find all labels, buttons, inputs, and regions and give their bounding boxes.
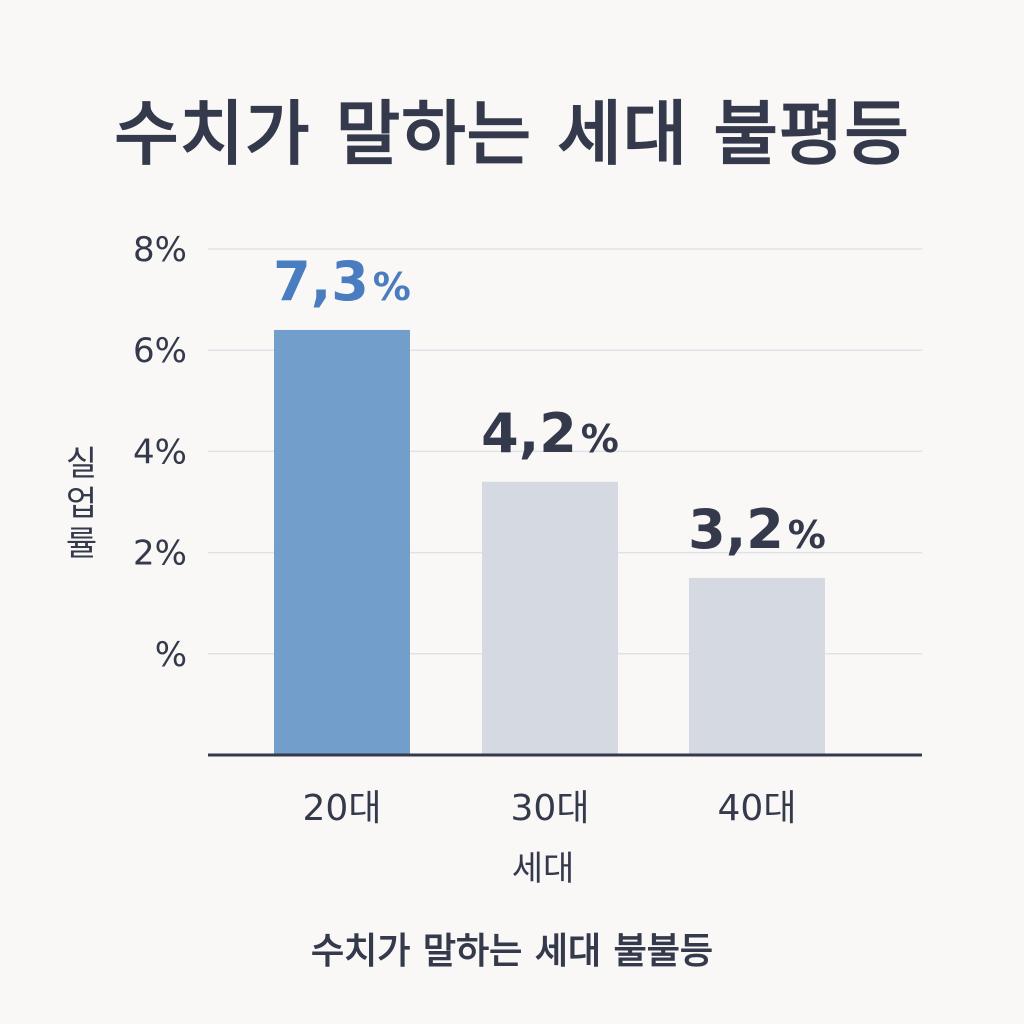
value-label-number: 7,3 bbox=[273, 250, 369, 313]
y-axis-ticks: % 2% 4% 6% 8% bbox=[133, 230, 187, 675]
y-tick-label: % bbox=[155, 635, 187, 675]
value-label-unit: % bbox=[581, 417, 619, 461]
value-labels: 7,3 %4,2 %3,2% bbox=[273, 250, 826, 561]
bar-20대 bbox=[274, 329, 410, 755]
y-tick-label: 2% bbox=[133, 534, 187, 574]
y-tick-label: 8% bbox=[133, 230, 187, 270]
chart-caption: 수치가 말하는 세대 불불등 bbox=[311, 931, 713, 972]
chart-title: 수치가 말하는 세대 불평등 bbox=[114, 93, 910, 175]
x-category-label: 20대 bbox=[303, 788, 382, 829]
value-label-unit: % bbox=[373, 265, 411, 309]
value-label: 4,2% bbox=[481, 402, 619, 465]
value-label-number: 4,2 bbox=[481, 402, 577, 465]
value-label-unit: % bbox=[788, 513, 826, 557]
bar-30대 bbox=[482, 481, 618, 755]
x-category-label: 40대 bbox=[718, 788, 797, 829]
y-tick-label: 6% bbox=[133, 331, 187, 371]
value-label-number: 3,2 bbox=[688, 498, 784, 561]
y-tick-label: 4% bbox=[133, 432, 187, 472]
x-axis-categories: 20대 30대 40대 bbox=[303, 788, 797, 829]
value-label: 7,3% bbox=[273, 250, 411, 313]
y-axis-title: 실업률 bbox=[58, 445, 98, 565]
bars bbox=[274, 329, 825, 755]
bar-40대 bbox=[689, 577, 825, 755]
x-category-label: 30대 bbox=[511, 788, 590, 829]
value-label: 3,2% bbox=[688, 498, 826, 561]
x-axis-title: 세대 bbox=[512, 849, 575, 889]
